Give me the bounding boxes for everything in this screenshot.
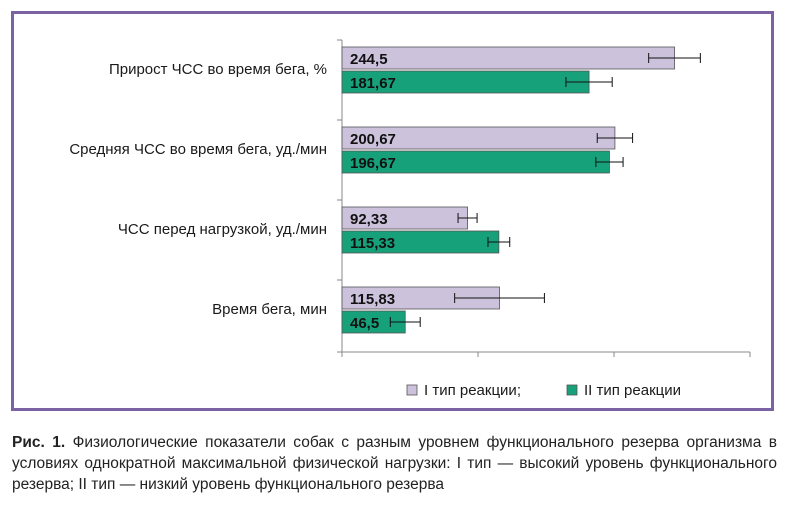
data-label: 46,5 [350, 315, 379, 332]
legend-label-type-2: II тип реакции [584, 382, 681, 399]
data-label: 200,67 [350, 131, 396, 148]
data-label: 196,67 [350, 155, 396, 172]
legend-swatch-type-1 [406, 384, 418, 396]
data-label: 115,83 [350, 291, 395, 308]
plot-area: Прирост ЧСС во время бега, % 244,5 181,67 С… [69, 39, 751, 357]
data-label: 181,67 [350, 75, 396, 92]
data-label: 115,33 [350, 235, 395, 252]
chart-area: Прирост ЧСС во время бега, % 244,5 181,67 С… [69, 39, 751, 399]
data-label: 244,5 [350, 51, 388, 68]
category-label: Средняя ЧСС во время бега, уд./мин [69, 141, 327, 158]
category-label: Прирост ЧСС во время бега, % [109, 61, 327, 78]
data-label: 92,33 [350, 211, 388, 228]
category-label: Время бега, мин [212, 301, 327, 318]
caption-prefix: Рис. 1. [12, 434, 66, 451]
bar-type-1 [341, 46, 675, 70]
legend: I тип реакции; II тип реакции [406, 382, 681, 399]
caption-text: Физиологические показатели собак с разны… [12, 434, 777, 493]
figure-caption: Рис. 1. Физиологические показатели собак… [12, 432, 777, 495]
legend-swatch-type-2 [566, 384, 578, 396]
category-label: ЧСС перед нагрузкой, уд./мин [118, 221, 327, 238]
legend-label-type-1: I тип реакции; [424, 382, 521, 399]
